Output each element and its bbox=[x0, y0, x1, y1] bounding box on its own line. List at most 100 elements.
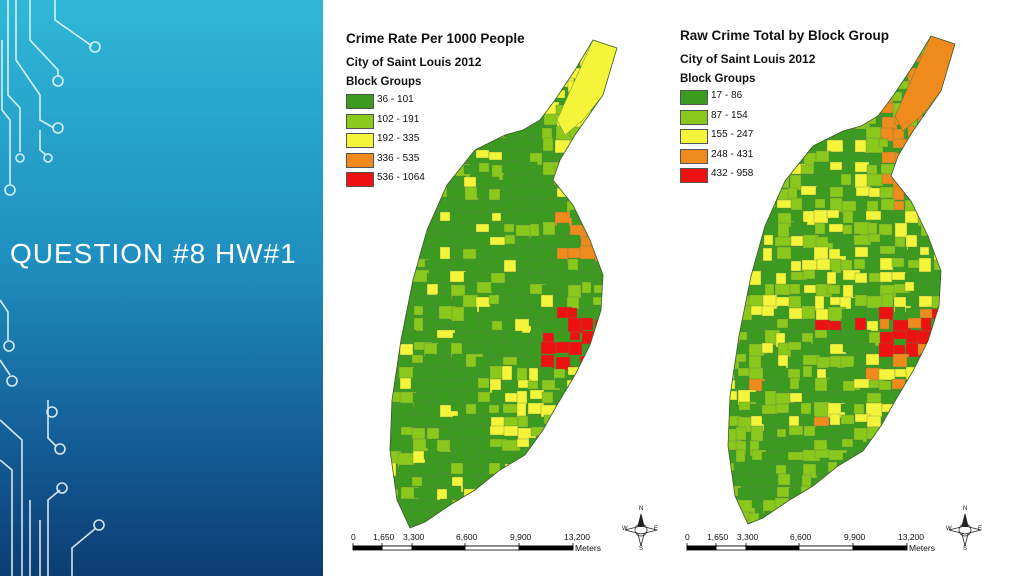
block-group bbox=[800, 164, 815, 175]
block-group bbox=[959, 45, 972, 59]
block-group bbox=[748, 329, 764, 342]
block-group bbox=[491, 79, 506, 90]
block-group bbox=[867, 485, 885, 497]
block-group bbox=[878, 511, 893, 524]
block-group bbox=[906, 222, 919, 236]
block-group bbox=[514, 450, 530, 467]
block-group bbox=[904, 379, 919, 395]
block-group bbox=[761, 198, 776, 208]
block-group bbox=[608, 161, 617, 177]
block-group bbox=[502, 44, 513, 60]
block-group bbox=[865, 210, 883, 221]
block-group bbox=[931, 461, 951, 474]
block-group bbox=[541, 391, 554, 404]
block-group bbox=[933, 537, 947, 546]
block-group bbox=[527, 380, 539, 390]
block-group bbox=[477, 522, 493, 528]
block-group bbox=[412, 392, 430, 403]
block-group bbox=[881, 293, 894, 309]
compass-letter-w: W bbox=[946, 526, 952, 532]
block-group bbox=[436, 343, 454, 356]
block-group bbox=[826, 425, 843, 435]
block-group bbox=[503, 68, 519, 78]
block-group bbox=[569, 522, 585, 528]
block-group bbox=[866, 426, 883, 441]
block-group bbox=[622, 31, 632, 46]
block-group bbox=[853, 234, 872, 246]
block-group bbox=[959, 68, 974, 78]
block-group bbox=[803, 284, 817, 294]
block-group bbox=[390, 270, 405, 287]
block-group bbox=[413, 210, 431, 220]
block-group bbox=[490, 475, 503, 486]
block-group bbox=[842, 185, 853, 201]
block-group bbox=[933, 115, 951, 128]
block-group bbox=[621, 127, 631, 140]
block-group bbox=[764, 390, 777, 407]
block-group bbox=[763, 366, 779, 377]
block-group bbox=[529, 113, 543, 124]
block-group bbox=[803, 139, 818, 150]
block-group bbox=[787, 152, 803, 162]
block-group bbox=[580, 452, 594, 462]
compass-letter-e: E bbox=[654, 526, 659, 532]
block-group bbox=[891, 44, 910, 57]
block-group bbox=[728, 293, 740, 307]
block-group bbox=[762, 92, 773, 105]
block-group bbox=[893, 414, 912, 425]
block-group bbox=[503, 223, 515, 233]
block-group bbox=[452, 511, 463, 521]
block-group bbox=[957, 152, 971, 166]
block-group bbox=[750, 305, 764, 316]
block-group bbox=[449, 485, 462, 498]
block-group bbox=[878, 306, 894, 321]
block-group bbox=[411, 427, 426, 440]
block-group bbox=[568, 461, 585, 472]
block-group bbox=[957, 344, 972, 355]
choropleth-map bbox=[352, 31, 658, 551]
block-group bbox=[579, 425, 597, 441]
block-group bbox=[554, 139, 572, 154]
scale-tick-label: 0 bbox=[685, 532, 690, 542]
block-group bbox=[608, 389, 617, 399]
block-group bbox=[749, 211, 769, 224]
map-panel-raw-crime: Raw Crime Total by Block Group City of S… bbox=[669, 0, 1009, 576]
block-group bbox=[566, 187, 586, 200]
block-group bbox=[959, 165, 975, 177]
circuit-decoration-icon bbox=[0, 0, 105, 576]
block-group bbox=[606, 463, 617, 478]
block-group bbox=[946, 306, 955, 323]
block-group bbox=[839, 92, 850, 102]
block-group bbox=[527, 512, 540, 523]
block-group bbox=[399, 498, 410, 508]
block-group bbox=[931, 197, 943, 213]
block-group bbox=[622, 416, 640, 428]
block-group bbox=[398, 402, 414, 417]
block-group bbox=[451, 449, 468, 461]
legend-label: 336 - 535 bbox=[377, 152, 420, 164]
block-group bbox=[449, 197, 460, 214]
block-group bbox=[592, 511, 608, 523]
block-group bbox=[906, 509, 922, 522]
scale-tick-label: 13,200 bbox=[564, 532, 590, 542]
block-group bbox=[390, 295, 402, 308]
block-group bbox=[390, 355, 396, 368]
block-group bbox=[554, 66, 565, 78]
block-group bbox=[491, 212, 502, 222]
block-group bbox=[735, 449, 746, 463]
block-group bbox=[854, 317, 867, 332]
choropleth-map bbox=[686, 35, 982, 551]
block-group bbox=[827, 114, 847, 125]
block-group bbox=[751, 140, 763, 151]
block-group bbox=[879, 271, 893, 283]
block-group bbox=[892, 353, 910, 368]
block-group bbox=[944, 355, 955, 372]
block-group bbox=[762, 247, 773, 262]
block-group bbox=[957, 176, 973, 188]
block-group bbox=[542, 463, 556, 479]
block-group bbox=[958, 237, 975, 247]
block-group bbox=[541, 40, 554, 43]
block-group bbox=[944, 163, 955, 177]
block-group bbox=[728, 319, 738, 334]
block-group bbox=[556, 427, 570, 443]
